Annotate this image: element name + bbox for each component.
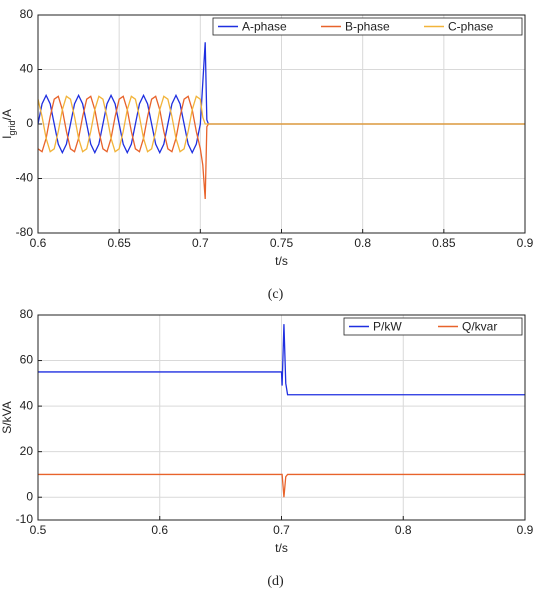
series-line [38, 42, 525, 155]
y-axis-label: Igrid/A [0, 109, 17, 139]
legend: A-phase B-phase C-phase [212, 17, 523, 36]
x-axis-label: t/s [275, 541, 288, 555]
legend: P/kW Q/kvar [343, 317, 523, 336]
x-tick-label: 0.85 [432, 236, 456, 250]
y-tick-label: -40 [16, 171, 34, 185]
y-axis-label: S/kVA [0, 401, 14, 433]
legend-box [212, 17, 523, 36]
x-tick-label: 0.6 [30, 236, 47, 250]
y-axis-label-part: grid [7, 120, 17, 135]
y-tick-label: 40 [20, 398, 34, 412]
x-tick-label: 0.75 [270, 236, 294, 250]
legend-label: Q/kvar [462, 320, 497, 334]
x-tick-label: 0.9 [517, 236, 534, 250]
y-tick-label: 40 [20, 62, 34, 76]
chart: 0.6 0.65 0.7 0.75 0.8 0.85 0.9 -80 -40 0 40 80 A-pha… [0, 7, 533, 302]
series-line [38, 473, 525, 498]
y-tick-label: 80 [20, 307, 34, 321]
legend-label: B-phase [345, 20, 390, 34]
y-tick-label: 0 [26, 116, 33, 130]
series-line [38, 95, 525, 153]
chart: 0.5 0.6 0.7 0.8 0.9 -10 0 20 40 60 80 P/kW Q/kvar t/s… [0, 307, 533, 589]
y-tick-label: -10 [16, 512, 34, 526]
caption: (c) [268, 287, 284, 302]
y-tick-label: 20 [20, 444, 34, 458]
x-tick-label: 0.6 [151, 523, 168, 537]
x-tick-label: 0.65 [107, 236, 131, 250]
legend-label: A-phase [242, 20, 287, 34]
axes-frame [37, 314, 526, 521]
series-line [38, 95, 525, 199]
caption: (d) [267, 574, 284, 589]
series-line [38, 324, 525, 396]
y-tick-label: 80 [20, 7, 34, 21]
y-tick-label: -80 [16, 225, 34, 239]
x-tick-label: 0.9 [517, 523, 534, 537]
axes-frame [37, 14, 526, 234]
x-tick-label: 0.5 [30, 523, 47, 537]
legend-box [343, 317, 523, 336]
legend-label: P/kW [373, 320, 402, 334]
x-tick-label: 0.8 [395, 523, 412, 537]
legend-label: C-phase [448, 20, 494, 34]
y-axis-label-part: I [0, 136, 14, 139]
x-tick-label: 0.7 [192, 236, 209, 250]
x-tick-label: 0.8 [354, 236, 371, 250]
y-axis-label-part: /A [0, 109, 14, 120]
y-tick-label: 60 [20, 353, 34, 367]
y-tick-label: 0 [26, 489, 33, 503]
x-axis-label: t/s [275, 254, 288, 268]
x-tick-label: 0.7 [273, 523, 290, 537]
